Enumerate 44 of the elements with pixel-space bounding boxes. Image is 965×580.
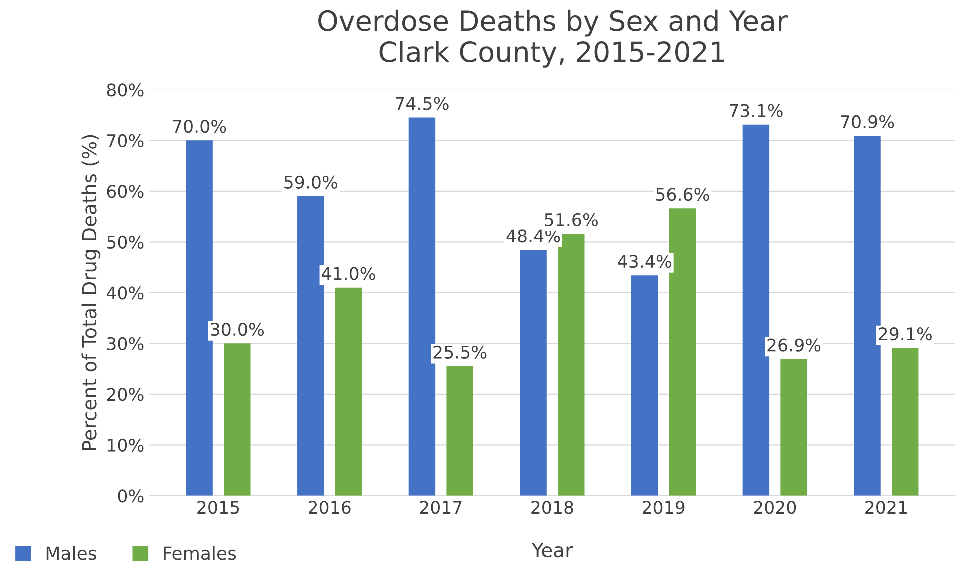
bar bbox=[446, 366, 474, 496]
y-tick-label: 70% bbox=[108, 134, 144, 148]
data-label: 29.1% bbox=[879, 328, 932, 341]
data-label: 41.0% bbox=[322, 267, 376, 280]
data-label: 25.5% bbox=[434, 346, 487, 359]
y-tick-label: 40% bbox=[106, 286, 144, 300]
legend-label: Males bbox=[46, 546, 96, 560]
bar bbox=[780, 359, 808, 496]
y-tick-label: 30% bbox=[107, 337, 144, 350]
data-label: 56.6% bbox=[656, 188, 710, 202]
x-tick-label: 2019 bbox=[642, 501, 685, 514]
data-label: 70.0% bbox=[173, 120, 226, 134]
y-tick-label: 60% bbox=[107, 185, 144, 198]
y-tick-label: 80% bbox=[107, 84, 144, 97]
data-label: 59.0% bbox=[284, 176, 338, 189]
bar bbox=[892, 348, 919, 496]
y-tick-label: 0% bbox=[118, 490, 144, 503]
x-tick-label: 2020 bbox=[754, 501, 796, 514]
x-tick-label: 2018 bbox=[532, 501, 574, 514]
x-axis-title: Year bbox=[532, 543, 574, 558]
data-label: 43.4% bbox=[618, 254, 672, 268]
data-label: 26.9% bbox=[768, 338, 821, 352]
y-tick-label: 10% bbox=[108, 438, 144, 452]
data-label: 70.9% bbox=[841, 115, 894, 129]
y-axis-title: Percent of Total Drug Deaths (%) bbox=[82, 135, 101, 450]
x-tick-label: 2015 bbox=[198, 501, 240, 514]
data-label: 74.5% bbox=[396, 97, 449, 110]
data-label: 30.0% bbox=[211, 322, 264, 336]
bar bbox=[854, 136, 881, 496]
legend-label: Females bbox=[164, 546, 236, 560]
bar bbox=[632, 276, 658, 496]
x-tick-label: 2017 bbox=[420, 501, 462, 514]
data-label: 51.6% bbox=[545, 213, 598, 226]
data-label: 73.1% bbox=[730, 104, 783, 118]
bar bbox=[186, 140, 213, 496]
x-tick-label: 2016 bbox=[308, 501, 351, 514]
bar bbox=[520, 250, 547, 496]
chart-title: Overdose Deaths by Sex and Year Clark County, 2015-2021 bbox=[318, 10, 788, 68]
data-label: 48.4% bbox=[506, 230, 560, 243]
y-tick-label: 20% bbox=[107, 388, 144, 402]
bar bbox=[224, 344, 251, 496]
x-tick-label: 2021 bbox=[866, 501, 907, 514]
bar bbox=[335, 288, 362, 496]
y-tick-label: 50% bbox=[107, 236, 144, 249]
